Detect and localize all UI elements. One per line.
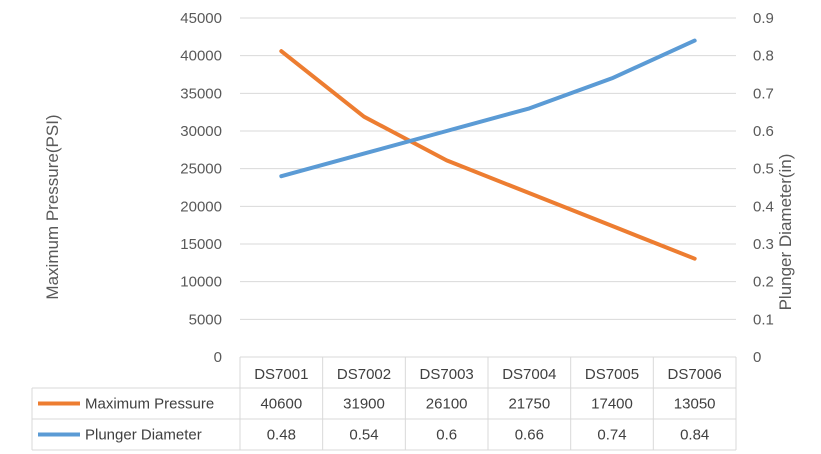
- table-cell-value: 26100: [426, 396, 468, 413]
- y-tick-label: 45000: [180, 10, 222, 27]
- y-tick-label: 35000: [180, 85, 222, 102]
- table-cell-value: 0.74: [597, 427, 626, 444]
- y2-tick-label: 0.4: [753, 198, 774, 215]
- category-label: DS7002: [337, 366, 391, 383]
- table-cell-value: 0.54: [349, 427, 378, 444]
- y2-tick-label: 0.7: [753, 85, 774, 102]
- y2-tick-label: 0.3: [753, 236, 774, 253]
- table-cell-value: 31900: [343, 396, 385, 413]
- y2-tick-label: 0.6: [753, 123, 774, 140]
- data-table: DS7001 DS7002 DS7003 DS7004 DS7005 DS7006 Maxi…: [31, 356, 737, 451]
- table-cell-value: 40600: [260, 396, 302, 413]
- series-line-maximum-pressure: [279, 49, 697, 261]
- series-name: Maximum Pressure: [85, 396, 214, 413]
- y-tick-label: 5000: [189, 311, 222, 328]
- table-cell-value: 0.6: [436, 427, 457, 444]
- y2-tick-label: 0.9: [753, 10, 774, 27]
- category-label: DS7004: [502, 366, 556, 383]
- category-label: DS7006: [668, 366, 722, 383]
- y-tick-label: 0: [214, 349, 222, 366]
- y-tick-label: 40000: [180, 48, 222, 65]
- right-y-axis-ticks: 0 0.1 0.2 0.3 0.4 0.5 0.6 0.7 0.8 0.9: [753, 10, 774, 366]
- y-tick-label: 20000: [180, 198, 222, 215]
- y-tick-label: 30000: [180, 123, 222, 140]
- table-cell-value: 0.48: [267, 427, 296, 444]
- table-cell-value: 13050: [674, 396, 716, 413]
- y2-tick-label: 0.8: [753, 48, 774, 65]
- series-name: Plunger Diameter: [85, 427, 202, 444]
- y-tick-label: 25000: [180, 161, 222, 178]
- y2-tick-label: 0.2: [753, 274, 774, 291]
- y2-tick-label: 0.1: [753, 311, 774, 328]
- y-tick-label: 10000: [180, 274, 222, 291]
- table-cell-value: 21750: [508, 396, 550, 413]
- left-y-axis-title: Maximum Pressure(PSI): [43, 114, 62, 299]
- y-tick-label: 15000: [180, 236, 222, 253]
- right-y-axis-title: Plunger Diameter(in): [776, 154, 795, 311]
- left-y-axis-ticks: 0 5000 10000 15000 20000 25000 30000 35000 40000…: [180, 10, 222, 366]
- gridlines: [240, 17, 736, 320]
- series-line-plunger-diameter: [279, 38, 697, 179]
- y2-tick-label: 0: [753, 349, 761, 366]
- series-lines: [279, 38, 697, 261]
- table-cell-value: 17400: [591, 396, 633, 413]
- category-label: DS7001: [254, 366, 308, 383]
- table-cell-value: 0.84: [680, 427, 709, 444]
- category-label: DS7005: [585, 366, 639, 383]
- category-label: DS7003: [420, 366, 474, 383]
- table-cell-value: 0.66: [515, 427, 544, 444]
- y2-tick-label: 0.5: [753, 161, 774, 178]
